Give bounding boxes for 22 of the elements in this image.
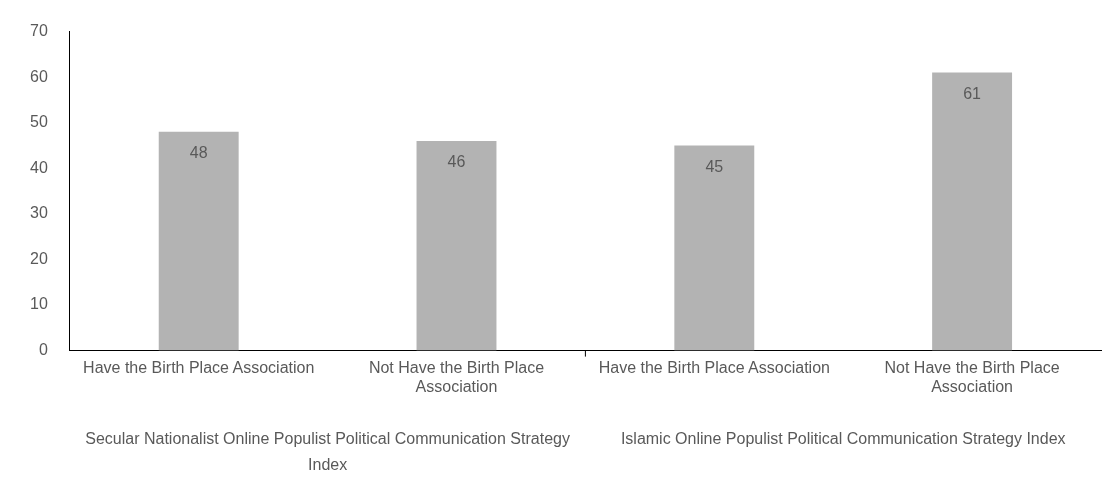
x-tick-label: Have the Birth Place Association (83, 358, 315, 376)
x-tick-label: Not Have the Birth Place Association (884, 358, 1060, 395)
x-tick-label: Have the Birth Place Association (598, 358, 830, 376)
y-tick-label: 30 (30, 204, 48, 222)
y-tick-label: 0 (38, 341, 48, 359)
y-tick-label: 60 (30, 67, 48, 85)
data-label: 48 (189, 144, 208, 162)
data-label: 45 (705, 157, 724, 175)
bar (932, 72, 1013, 351)
bar (158, 131, 239, 351)
y-tick-label: 20 (30, 249, 48, 267)
y-tick-label: 40 (30, 158, 48, 176)
y-tick-label: 10 (30, 295, 48, 313)
bar (674, 145, 755, 351)
bar (416, 140, 497, 351)
y-tick-label: 50 (30, 113, 48, 131)
x-tick-label: Not Have the Birth Place Association (368, 358, 545, 395)
y-tick-label: 70 (30, 22, 48, 40)
text: Islamic Online Populist Political Communication Strategy Index (620, 430, 1066, 448)
data-label: 46 (447, 153, 466, 171)
text: Secular Nationalist Online Populist Political Communication Strategy Index (85, 430, 570, 474)
data-label: 61 (963, 85, 982, 103)
